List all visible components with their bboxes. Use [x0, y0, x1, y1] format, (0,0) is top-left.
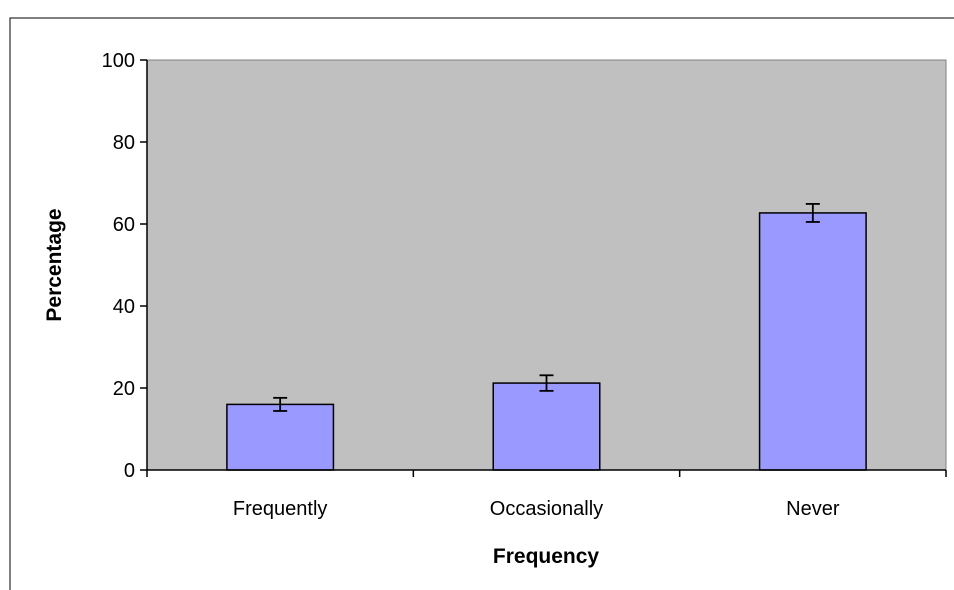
y-tick-label: 80 — [113, 132, 135, 154]
error-bar-occasionally — [539, 374, 554, 392]
x-tick-label: Occasionally — [490, 498, 603, 520]
x-axis-title: Frequency — [493, 545, 600, 568]
y-tick-label: 0 — [124, 460, 135, 482]
error-bar-never — [805, 203, 820, 223]
x-ticks-layer: Frequently Occasionally Never — [146, 470, 947, 520]
bars-layer — [226, 212, 867, 471]
bar-frequently — [226, 403, 335, 471]
error-bar-frequently — [273, 396, 288, 412]
y-tick-label: 20 — [113, 378, 135, 400]
x-tick-label: Never — [786, 498, 840, 520]
error-bars-layer — [273, 203, 820, 412]
bar-never — [758, 212, 867, 471]
y-tick-label: 60 — [113, 214, 135, 236]
y-axis-title: Percentage — [43, 208, 66, 321]
y-ticks-layer: 0 20 40 60 80 100 — [102, 50, 147, 482]
y-tick-label: 40 — [113, 296, 135, 318]
y-tick-label: 100 — [102, 50, 135, 72]
bar-occasionally — [492, 382, 601, 471]
chart-frame-border — [9, 17, 954, 590]
x-tick-label: Frequently — [233, 498, 328, 520]
